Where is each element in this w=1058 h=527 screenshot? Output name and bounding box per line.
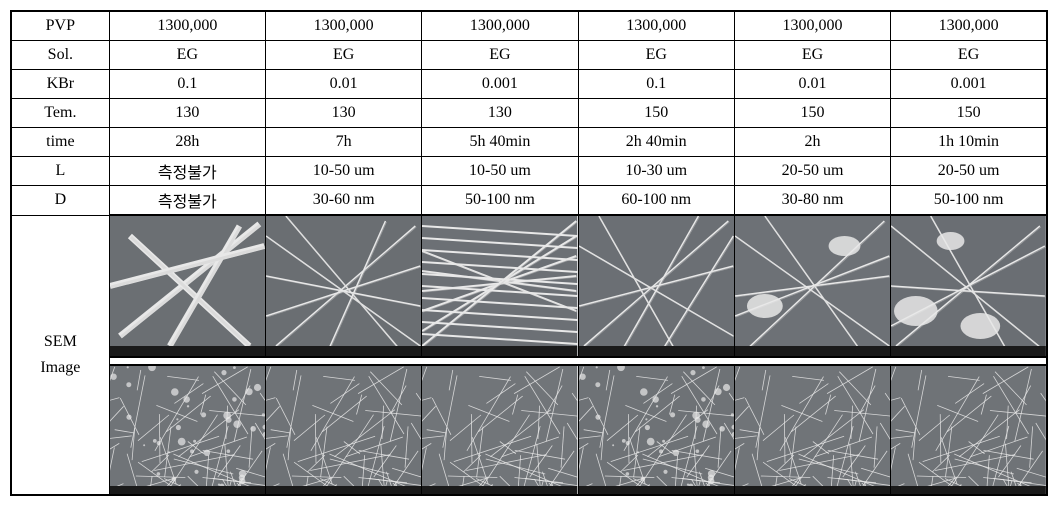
sem-top-4 <box>578 215 734 357</box>
row-kbr: KBr0.10.010.0010.10.010.001 <box>11 70 1047 99</box>
row-tem: Tem.130130130150150150 <box>11 99 1047 128</box>
row-kbr-c3: 0.001 <box>422 70 578 99</box>
row-sol-c3: EG <box>422 41 578 70</box>
row-pvp: PVP1300,0001300,0001300,0001300,0001300,… <box>11 11 1047 41</box>
sem-top-1 <box>109 215 265 357</box>
row-D-c5: 30-80 nm <box>734 186 890 216</box>
row-pvp-c6: 1300,000 <box>891 11 1047 41</box>
sem-top-5 <box>734 215 890 357</box>
row-tem-c2: 130 <box>265 99 421 128</box>
row-D-c2: 30-60 nm <box>265 186 421 216</box>
sem-bot-3 <box>422 365 578 495</box>
row-L-label: L <box>11 157 109 186</box>
row-pvp-c5: 1300,000 <box>734 11 890 41</box>
row-D-c1: 측정불가 <box>109 186 265 216</box>
row-kbr-c5: 0.01 <box>734 70 890 99</box>
sem-label-line2: Image <box>40 359 80 376</box>
experiment-table: PVP1300,0001300,0001300,0001300,0001300,… <box>10 10 1048 496</box>
row-sol: Sol.EGEGEGEGEGEG <box>11 41 1047 70</box>
row-pvp-label: PVP <box>11 11 109 41</box>
row-time-c4: 2h 40min <box>578 128 734 157</box>
row-tem-c6: 150 <box>891 99 1047 128</box>
row-L-c2: 10-50 um <box>265 157 421 186</box>
row-time-c2: 7h <box>265 128 421 157</box>
row-pvp-c1: 1300,000 <box>109 11 265 41</box>
row-tem-label: Tem. <box>11 99 109 128</box>
row-kbr-label: KBr <box>11 70 109 99</box>
row-kbr-c2: 0.01 <box>265 70 421 99</box>
row-tem-c4: 150 <box>578 99 734 128</box>
row-pvp-c2: 1300,000 <box>265 11 421 41</box>
sem-bot-2 <box>265 365 421 495</box>
row-L-c3: 10-50 um <box>422 157 578 186</box>
row-D-label: D <box>11 186 109 216</box>
row-pvp-c4: 1300,000 <box>578 11 734 41</box>
row-time-c5: 2h <box>734 128 890 157</box>
row-kbr-c4: 0.1 <box>578 70 734 99</box>
sem-top-2 <box>265 215 421 357</box>
row-sol-c1: EG <box>109 41 265 70</box>
row-L-c5: 20-50 um <box>734 157 890 186</box>
sem-top-6 <box>891 215 1047 357</box>
row-tem-c3: 130 <box>422 99 578 128</box>
row-sol-c6: EG <box>891 41 1047 70</box>
row-L-c6: 20-50 um <box>891 157 1047 186</box>
row-L-c1: 측정불가 <box>109 157 265 186</box>
row-sol-c2: EG <box>265 41 421 70</box>
sem-bot-5 <box>734 365 890 495</box>
row-tem-c1: 130 <box>109 99 265 128</box>
row-time-c3: 5h 40min <box>422 128 578 157</box>
row-tem-c5: 150 <box>734 99 890 128</box>
row-D: D측정불가30-60 nm50-100 nm60-100 nm30-80 nm5… <box>11 186 1047 216</box>
row-D-c6: 50-100 nm <box>891 186 1047 216</box>
sem-spacer-row <box>11 357 1047 365</box>
sem-row-bottom <box>11 365 1047 495</box>
sem-spacer <box>109 357 1047 365</box>
sem-top-3 <box>422 215 578 357</box>
sem-label-cell: SEM Image <box>11 215 109 495</box>
row-L: L측정불가10-50 um10-50 um10-30 um20-50 um20-… <box>11 157 1047 186</box>
sem-bot-6 <box>891 365 1047 495</box>
sem-row-top: SEM Image <box>11 215 1047 357</box>
sem-bot-4 <box>578 365 734 495</box>
row-kbr-c6: 0.001 <box>891 70 1047 99</box>
row-time: time28h7h5h 40min2h 40min2h1h 10min <box>11 128 1047 157</box>
row-time-c6: 1h 10min <box>891 128 1047 157</box>
sem-bot-1 <box>109 365 265 495</box>
row-kbr-c1: 0.1 <box>109 70 265 99</box>
row-sol-c4: EG <box>578 41 734 70</box>
row-L-c4: 10-30 um <box>578 157 734 186</box>
row-D-c4: 60-100 nm <box>578 186 734 216</box>
row-D-c3: 50-100 nm <box>422 186 578 216</box>
row-time-label: time <box>11 128 109 157</box>
row-time-c1: 28h <box>109 128 265 157</box>
sem-label-line1: SEM <box>44 333 77 350</box>
row-sol-c5: EG <box>734 41 890 70</box>
row-pvp-c3: 1300,000 <box>422 11 578 41</box>
row-sol-label: Sol. <box>11 41 109 70</box>
